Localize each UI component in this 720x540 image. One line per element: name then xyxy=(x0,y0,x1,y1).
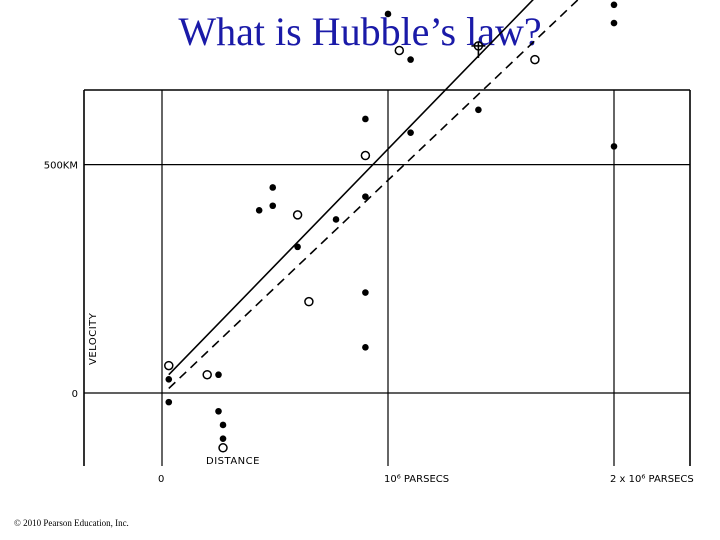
cross-marker xyxy=(471,41,486,58)
open-data-point xyxy=(218,443,228,453)
filled-data-point xyxy=(219,421,227,429)
filled-data-point xyxy=(215,407,222,415)
filled-data-point xyxy=(215,371,222,379)
filled-data-point xyxy=(362,115,369,123)
x-tick-label: 10⁶ PARSECS xyxy=(384,474,449,485)
y-axis-label: VELOCITY xyxy=(88,312,99,365)
open-data-point xyxy=(360,150,371,161)
filled-data-point xyxy=(362,289,369,296)
filled-data-point xyxy=(294,243,301,251)
filled-data-point xyxy=(165,398,173,406)
filled-data-point xyxy=(362,193,369,200)
filled-data-point xyxy=(384,10,392,18)
x-axis-label: DISTANCE xyxy=(206,456,260,467)
filled-data-point xyxy=(269,202,277,210)
open-data-point xyxy=(164,360,174,371)
open-data-point xyxy=(304,296,314,307)
filled-data-point xyxy=(407,56,414,63)
solid-fit-line xyxy=(168,0,534,376)
gridlines xyxy=(84,90,690,466)
filled-data-point xyxy=(362,344,369,351)
plot-frame xyxy=(83,89,691,466)
x-tick-labels: 0 10⁶ PARSECS 2 x 10⁶ PARSECS xyxy=(158,474,694,485)
x-tick-label: 2 x 10⁶ PARSECS xyxy=(610,474,694,485)
copyright-text: © 2010 Pearson Education, Inc. xyxy=(14,518,129,528)
filled-data-point xyxy=(255,207,263,214)
filled-data-point xyxy=(269,184,277,191)
filled-data-point xyxy=(407,129,414,136)
filled-data-point xyxy=(610,19,618,27)
filled-data-point xyxy=(219,435,227,442)
open-data-point xyxy=(202,369,212,380)
filled-data-point xyxy=(475,106,482,114)
x-tick-label: 0 xyxy=(158,474,164,485)
dashed-fit-line xyxy=(168,0,579,390)
filled-data-point xyxy=(610,1,618,9)
open-data-point xyxy=(394,45,405,56)
annotations xyxy=(471,41,486,58)
open-data-point xyxy=(530,54,540,65)
data-points xyxy=(164,1,618,453)
y-tick-label: 500KM xyxy=(44,161,78,172)
filled-data-point xyxy=(332,216,340,223)
y-tick-label: 0 xyxy=(72,389,78,400)
open-data-point xyxy=(292,210,303,220)
filled-data-point xyxy=(165,375,173,383)
filled-data-point xyxy=(610,143,618,150)
fit-lines xyxy=(168,0,579,390)
